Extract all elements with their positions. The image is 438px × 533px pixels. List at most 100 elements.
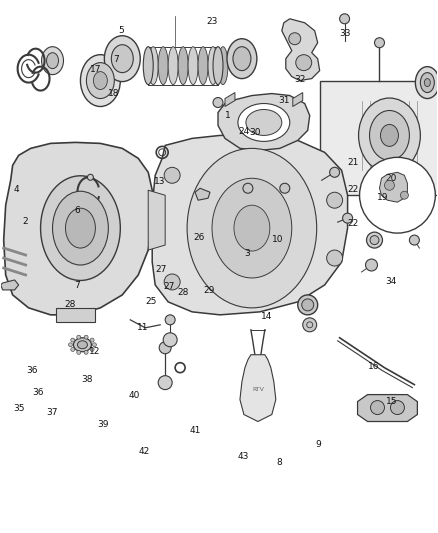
Polygon shape bbox=[225, 93, 235, 107]
Ellipse shape bbox=[111, 45, 133, 72]
Circle shape bbox=[88, 204, 93, 210]
Bar bbox=[320, 80, 438, 195]
Text: 36: 36 bbox=[26, 366, 38, 375]
Text: 1: 1 bbox=[225, 110, 231, 119]
Ellipse shape bbox=[187, 148, 317, 308]
Ellipse shape bbox=[78, 341, 88, 349]
Ellipse shape bbox=[46, 53, 59, 69]
Text: 2: 2 bbox=[22, 217, 28, 226]
Circle shape bbox=[327, 250, 343, 266]
Ellipse shape bbox=[370, 236, 379, 245]
Polygon shape bbox=[379, 172, 407, 202]
Circle shape bbox=[71, 348, 75, 351]
Text: 41: 41 bbox=[189, 426, 201, 434]
Text: 22: 22 bbox=[348, 220, 359, 229]
Ellipse shape bbox=[238, 103, 290, 141]
Ellipse shape bbox=[81, 55, 120, 107]
Circle shape bbox=[68, 343, 72, 347]
Ellipse shape bbox=[158, 47, 168, 85]
Ellipse shape bbox=[227, 39, 257, 78]
Text: RTV: RTV bbox=[252, 387, 264, 392]
Polygon shape bbox=[240, 355, 276, 422]
Text: 3: 3 bbox=[244, 249, 250, 258]
Text: 35: 35 bbox=[13, 405, 25, 414]
Ellipse shape bbox=[298, 295, 318, 315]
Circle shape bbox=[71, 338, 75, 342]
Circle shape bbox=[327, 192, 343, 208]
Text: 20: 20 bbox=[386, 174, 397, 183]
Ellipse shape bbox=[370, 110, 410, 160]
Text: 33: 33 bbox=[339, 29, 350, 38]
Text: 5: 5 bbox=[118, 26, 124, 35]
Ellipse shape bbox=[198, 47, 208, 85]
Circle shape bbox=[280, 183, 290, 193]
Text: 39: 39 bbox=[98, 421, 109, 429]
Ellipse shape bbox=[218, 47, 228, 85]
Text: 21: 21 bbox=[348, 158, 359, 167]
Text: 15: 15 bbox=[386, 398, 397, 407]
Circle shape bbox=[400, 191, 408, 199]
Circle shape bbox=[90, 338, 94, 342]
Ellipse shape bbox=[74, 338, 92, 352]
Ellipse shape bbox=[212, 178, 292, 278]
Text: 24: 24 bbox=[239, 126, 250, 135]
Text: 30: 30 bbox=[249, 128, 261, 137]
Ellipse shape bbox=[178, 47, 188, 85]
Circle shape bbox=[390, 401, 404, 415]
Text: 17: 17 bbox=[90, 66, 102, 75]
Text: 8: 8 bbox=[276, 457, 282, 466]
Circle shape bbox=[343, 213, 353, 223]
Text: 32: 32 bbox=[294, 75, 305, 84]
Circle shape bbox=[164, 167, 180, 183]
Ellipse shape bbox=[381, 124, 399, 147]
Text: 18: 18 bbox=[108, 90, 119, 98]
Text: 14: 14 bbox=[261, 312, 272, 321]
Text: 12: 12 bbox=[89, 347, 100, 356]
Polygon shape bbox=[148, 190, 165, 250]
Circle shape bbox=[92, 343, 96, 347]
Polygon shape bbox=[1, 280, 19, 290]
Text: 38: 38 bbox=[81, 375, 93, 384]
Text: 29: 29 bbox=[204, 286, 215, 295]
Ellipse shape bbox=[213, 47, 223, 85]
Text: 31: 31 bbox=[278, 96, 290, 105]
Ellipse shape bbox=[188, 47, 198, 85]
Text: 7: 7 bbox=[113, 55, 119, 64]
Circle shape bbox=[366, 259, 378, 271]
Polygon shape bbox=[282, 19, 320, 80]
Circle shape bbox=[84, 335, 88, 339]
Text: 43: 43 bbox=[237, 452, 249, 461]
Ellipse shape bbox=[42, 47, 64, 75]
Text: 28: 28 bbox=[177, 287, 189, 296]
Circle shape bbox=[165, 315, 175, 325]
Circle shape bbox=[77, 335, 81, 339]
Ellipse shape bbox=[53, 191, 108, 265]
Circle shape bbox=[330, 167, 339, 177]
Circle shape bbox=[163, 333, 177, 347]
Circle shape bbox=[410, 235, 419, 245]
Text: 13: 13 bbox=[154, 177, 166, 186]
Polygon shape bbox=[152, 135, 348, 315]
Ellipse shape bbox=[233, 47, 251, 71]
Ellipse shape bbox=[143, 47, 153, 85]
Ellipse shape bbox=[415, 67, 438, 99]
Ellipse shape bbox=[359, 98, 420, 173]
Circle shape bbox=[213, 98, 223, 108]
Circle shape bbox=[90, 348, 94, 351]
Text: 25: 25 bbox=[146, 296, 157, 305]
Text: 34: 34 bbox=[386, 277, 397, 286]
Text: 42: 42 bbox=[138, 447, 149, 456]
Ellipse shape bbox=[86, 63, 114, 99]
Circle shape bbox=[88, 174, 93, 180]
Circle shape bbox=[158, 376, 172, 390]
Ellipse shape bbox=[367, 232, 382, 248]
Circle shape bbox=[399, 205, 410, 215]
Polygon shape bbox=[56, 308, 95, 322]
Ellipse shape bbox=[104, 36, 140, 82]
Text: 28: 28 bbox=[64, 300, 75, 309]
Polygon shape bbox=[195, 188, 210, 200]
Circle shape bbox=[371, 401, 385, 415]
Circle shape bbox=[296, 55, 312, 71]
Text: 19: 19 bbox=[377, 193, 389, 202]
Circle shape bbox=[84, 350, 88, 354]
